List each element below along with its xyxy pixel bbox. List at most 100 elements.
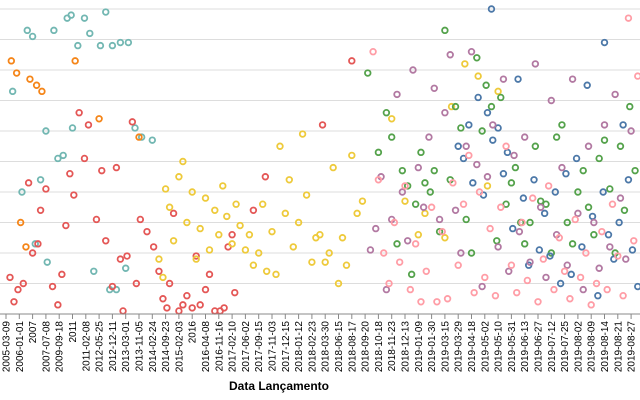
point-pink-12 xyxy=(433,298,441,306)
point-yellow-39 xyxy=(325,249,333,257)
point-yellow-45 xyxy=(353,209,361,218)
point-red-22 xyxy=(112,163,121,172)
point-red-8 xyxy=(42,185,50,193)
x-tick-label-0: 2005-03-09 xyxy=(2,321,13,373)
point-purple-12 xyxy=(430,84,438,92)
point-blue-10 xyxy=(503,148,512,157)
point-pink-49 xyxy=(630,237,638,245)
point-pink-17 xyxy=(459,200,468,208)
point-purple-3 xyxy=(382,285,391,294)
point-yellow-24 xyxy=(258,200,267,208)
point-blue-32 xyxy=(619,121,627,129)
x-tick-label-39: 2019-06-13 xyxy=(520,321,531,373)
point-purple-5 xyxy=(393,90,401,99)
point-red-24 xyxy=(119,307,127,315)
point-red-1 xyxy=(10,298,18,306)
point-purple-48 xyxy=(622,255,630,263)
x-tick-label-30: 2018-12-13 xyxy=(401,321,412,373)
point-pink-3 xyxy=(385,279,393,288)
point-green-14 xyxy=(441,26,449,35)
point-red-12 xyxy=(62,221,70,230)
point-teal-7 xyxy=(50,26,58,35)
point-pink-42 xyxy=(592,279,601,288)
x-tick-label-34: 2019-03-29 xyxy=(454,321,465,373)
point-yellow-33 xyxy=(298,130,307,138)
point-red-36 xyxy=(175,307,183,315)
point-blue-3 xyxy=(469,179,477,187)
point-orange-1 xyxy=(12,69,21,77)
point-blue-21 xyxy=(562,169,570,178)
point-teal-28 xyxy=(121,264,130,272)
point-blue-4 xyxy=(474,93,482,102)
point-yellow-42 xyxy=(338,234,347,242)
point-yellow-15 xyxy=(219,182,227,190)
point-red-43 xyxy=(205,270,214,279)
point-green-46 xyxy=(606,185,614,193)
point-teal-5 xyxy=(36,176,45,184)
point-blue-13 xyxy=(519,194,528,202)
point-blue-9 xyxy=(499,169,508,178)
x-tick-label-47: 2019-08-27 xyxy=(627,321,638,373)
point-yellow-32 xyxy=(294,218,303,227)
point-blue-29 xyxy=(604,230,613,239)
point-yellow-4 xyxy=(169,237,178,245)
x-tick-label-6: 2011-02-08 xyxy=(81,321,92,372)
x-tick-label-27: 2018-09-20 xyxy=(361,321,372,373)
point-purple-28 xyxy=(515,227,524,236)
point-yellow-31 xyxy=(289,243,297,251)
point-red-48 xyxy=(228,230,236,239)
point-yellow-30 xyxy=(285,176,293,184)
point-purple-34 xyxy=(547,96,555,105)
point-yellow-53 xyxy=(461,60,469,68)
point-pink-5 xyxy=(395,258,404,266)
point-green-48 xyxy=(616,142,625,150)
point-yellow-37 xyxy=(316,230,324,239)
point-purple-31 xyxy=(531,60,540,68)
point-green-28 xyxy=(511,163,520,172)
x-tick-label-7: 2012-05-25 xyxy=(95,321,106,373)
point-pink-48 xyxy=(624,14,633,22)
point-yellow-48 xyxy=(401,197,409,205)
point-green-4 xyxy=(393,240,401,248)
point-blue-12 xyxy=(514,75,522,83)
x-tick-label-38: 2019-05-31 xyxy=(507,321,518,373)
point-orange-3 xyxy=(22,243,30,251)
point-green-16 xyxy=(451,102,460,111)
x-tick-label-46: 2019-08-21 xyxy=(613,321,624,373)
point-red-38 xyxy=(183,292,191,300)
point-red-13 xyxy=(66,169,74,178)
point-green-10 xyxy=(421,179,429,187)
point-yellow-55 xyxy=(483,182,492,190)
x-tick-label-37: 2019-05-10 xyxy=(494,321,505,373)
point-pink-44 xyxy=(603,285,611,294)
point-red-7 xyxy=(36,206,45,214)
point-green-44 xyxy=(595,154,603,163)
point-blue-19 xyxy=(551,188,559,196)
point-pink-0 xyxy=(369,48,377,56)
point-yellow-25 xyxy=(262,267,271,275)
point-purple-38 xyxy=(568,75,577,83)
point-teal-2 xyxy=(23,26,31,35)
point-teal-24 xyxy=(137,133,146,141)
x-tick-label-32: 2019-01-30 xyxy=(427,321,438,373)
point-red-14 xyxy=(70,191,78,199)
point-purple-32 xyxy=(536,203,545,211)
point-pink-41 xyxy=(587,301,595,309)
point-teal-13 xyxy=(80,14,89,22)
point-yellow-20 xyxy=(241,246,250,254)
point-yellow-11 xyxy=(201,194,210,202)
point-green-30 xyxy=(521,240,529,248)
point-red-52 xyxy=(318,121,327,129)
point-blue-2 xyxy=(465,121,473,129)
x-tick-label-22: 2018-01-12 xyxy=(294,321,305,373)
point-yellow-35 xyxy=(308,258,316,266)
x-tick-label-4: 2009-09-18 xyxy=(55,321,66,373)
point-red-17 xyxy=(84,121,93,129)
point-pink-8 xyxy=(411,240,420,248)
point-green-40 xyxy=(574,188,582,196)
point-purple-29 xyxy=(521,133,529,141)
point-yellow-28 xyxy=(276,142,284,150)
point-green-37 xyxy=(558,121,566,129)
point-pink-50 xyxy=(634,72,640,80)
point-red-53 xyxy=(348,57,356,65)
